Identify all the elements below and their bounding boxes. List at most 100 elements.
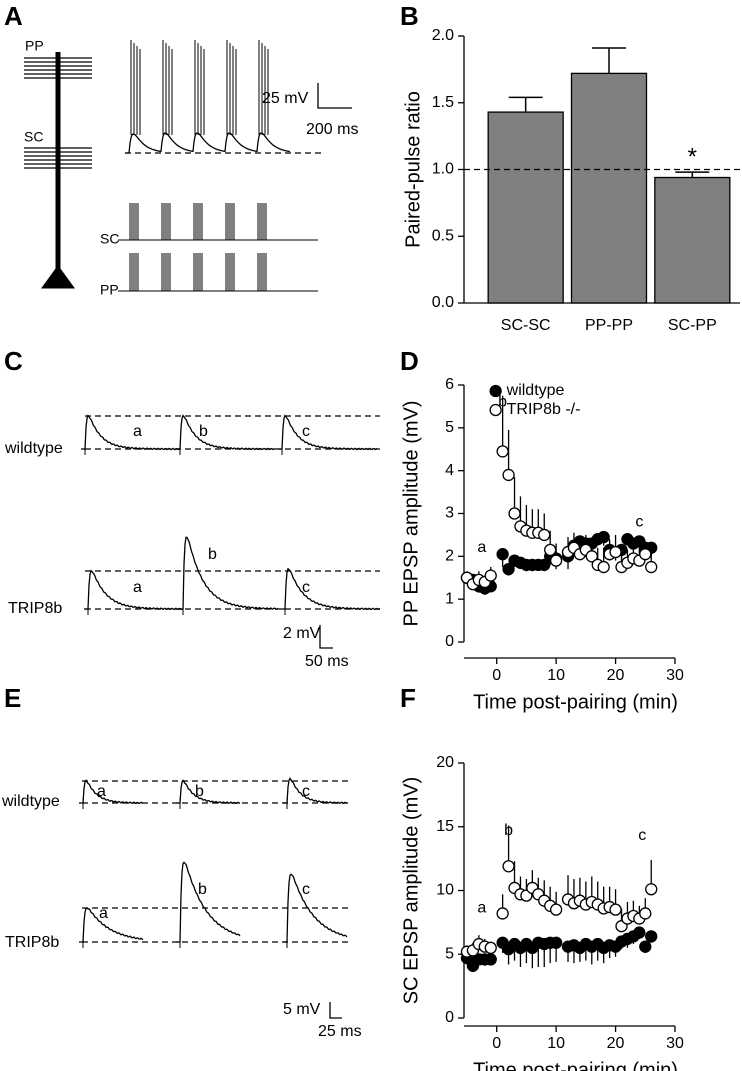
x-tick-label: 10 [547,667,565,684]
epsp-trace [79,907,144,943]
y-tick-label: 0.0 [432,294,454,311]
x-tick-label: 20 [607,667,625,684]
data-point [538,528,551,542]
legend-marker [489,384,502,398]
scale-bar [329,1002,342,1019]
y-tick-label: 2.0 [432,27,454,44]
y-tick-label: 10 [436,882,454,899]
trace-label: a [99,905,108,922]
x-tick-label: SC-PP [668,317,717,334]
data-point [645,883,658,896]
scale-label: 5 mV [283,1001,321,1018]
annotation: b [498,393,507,410]
panel-label: A [4,1,23,31]
y-tick-label: 3 [445,505,454,522]
x-tick-label: 0 [492,1035,501,1052]
bar [654,176,731,304]
data-point [508,507,521,520]
data-point [633,926,646,939]
significance-mark: * [688,144,697,171]
y-tick-label: 5 [445,419,454,436]
trace-label: a [133,423,142,440]
epsp-trace [283,873,348,943]
scale-label: 25 mV [262,90,309,107]
y-tick-label: 4 [445,462,454,479]
y-tick-label: 2 [445,548,454,565]
legend-label: TRIP8b -/- [507,401,581,418]
scale-label: 200 ms [306,121,358,138]
trace-label: b [208,546,217,563]
trace-label: c [302,881,310,898]
data-point [502,860,515,873]
y-tick-label: 6 [445,376,454,393]
trace-label: a [133,579,142,596]
epsp-trace [179,536,279,610]
epsp-trace [283,777,348,805]
epsp-trace [176,414,276,451]
scale-label: 25 ms [318,1023,362,1040]
annotation: c [635,513,643,530]
data-point [496,548,509,561]
epsp-trace [176,779,241,805]
epsp-trace [81,414,181,451]
data-point [645,930,658,943]
data-point [645,560,658,574]
trace-label: b [195,783,204,800]
data-point [502,468,515,482]
y-tick-label: 0.5 [432,227,454,244]
annotation: b [504,822,513,839]
data-point [484,953,497,966]
y-tick-label: 1.0 [432,161,454,178]
data-point [585,550,598,563]
x-tick-label: 10 [547,1035,565,1052]
epsp-trace [176,861,241,943]
legend-marker [489,403,502,417]
x-axis-title: Time post-pairing (min) [473,691,678,713]
row-label: TRIP8b [5,934,59,951]
epsp-trace [278,414,378,451]
stim-label: SC [100,231,119,247]
annotation: a [477,539,486,556]
row-label: TRIP8b [8,600,62,617]
panel-label: F [400,683,416,713]
x-tick-label: 30 [666,667,684,684]
y-axis-title: PP EPSP amplitude (mV) [400,400,422,626]
panel-label: C [4,346,23,376]
x-tick-label: 30 [666,1035,684,1052]
y-tick-label: 0 [445,1009,454,1026]
x-axis-title: Time post-pairing (min) [473,1059,678,1071]
data-point [544,543,557,557]
data-point [639,907,652,920]
neuron-schematic [24,52,92,289]
row-label: wildtype [1,793,60,810]
data-point [502,563,515,576]
voltage-trace [125,132,291,154]
data-point [496,907,509,920]
x-tick-label: PP-PP [585,317,633,334]
y-axis-title: Paired-pulse ratio [402,91,424,248]
data-point [484,941,497,955]
y-tick-label: 0 [445,633,454,650]
y-axis-title: SC EPSP amplitude (mV) [400,777,422,1005]
x-tick-label: 0 [492,667,501,684]
data-point [639,940,652,953]
epsp-trace [84,569,184,611]
data-point [549,554,563,567]
pathway-label: SC [24,129,43,145]
scale-bar [319,625,333,649]
bar [487,111,564,304]
data-point [609,545,622,559]
row-label: wildtype [4,440,63,457]
scale-bar [317,83,352,109]
x-tick-label: SC-SC [501,317,551,334]
trace-label: c [302,579,310,596]
annotation: c [638,827,646,844]
data-point [609,903,622,916]
epsp-trace [79,779,144,805]
trace-label: b [199,423,208,440]
data-point [549,903,563,916]
pathway-label: PP [25,38,44,54]
bar [570,72,648,304]
y-tick-label: 15 [436,818,454,835]
